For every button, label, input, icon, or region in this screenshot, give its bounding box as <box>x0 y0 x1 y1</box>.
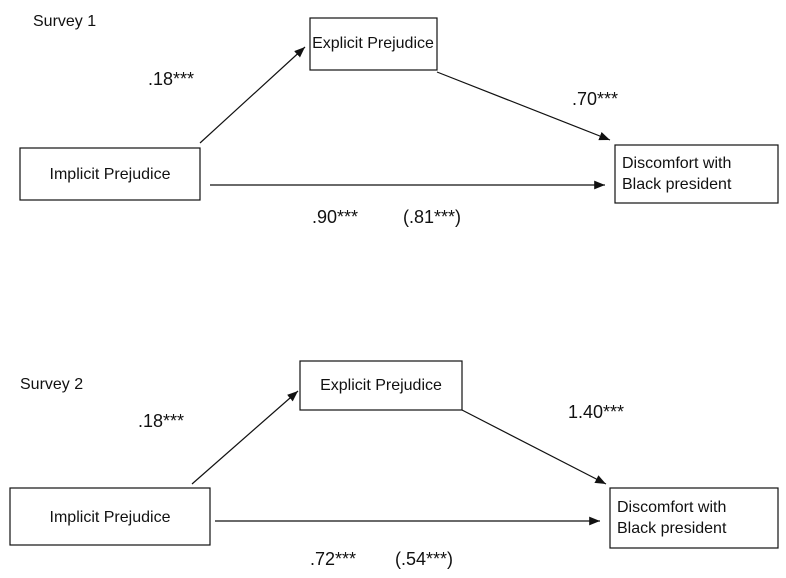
outcome-label: Discomfort with <box>622 155 731 172</box>
explicit-label: Explicit Prejudice <box>312 35 434 52</box>
outcome-box <box>609 487 779 549</box>
path-controlled: (.54***) <box>395 549 453 569</box>
path-direct: .90*** <box>312 207 358 227</box>
path-a: .18*** <box>138 411 184 431</box>
path-controlled: (.81***) <box>403 207 461 227</box>
arrow <box>436 71 611 141</box>
survey-1: Survey 1 Explicit Prejudice Implicit Pre… <box>19 13 779 227</box>
survey-2: Survey 2 Explicit Prejudice Implicit Pre… <box>9 360 779 569</box>
outcome-box <box>614 144 779 204</box>
survey-label: Survey 1 <box>33 13 96 30</box>
path-b: .70*** <box>572 89 618 109</box>
explicit-label: Explicit Prejudice <box>320 377 442 394</box>
implicit-label: Implicit Prejudice <box>50 509 171 526</box>
outcome-label: Discomfort with <box>617 499 726 516</box>
implicit-box <box>9 487 211 546</box>
outcome-label: Black president <box>622 176 732 193</box>
arrow <box>199 46 306 144</box>
implicit-label: Implicit Prejudice <box>50 166 171 183</box>
survey-label: Survey 2 <box>20 376 83 393</box>
arrow <box>191 390 299 485</box>
path-direct: .72*** <box>310 549 356 569</box>
path-a: .18*** <box>148 69 194 89</box>
outcome-label: Black president <box>617 520 727 537</box>
explicit-box <box>299 360 463 411</box>
path-b: 1.40*** <box>568 402 624 422</box>
implicit-box <box>19 147 201 201</box>
explicit-box <box>309 17 438 71</box>
arrow <box>461 409 607 485</box>
